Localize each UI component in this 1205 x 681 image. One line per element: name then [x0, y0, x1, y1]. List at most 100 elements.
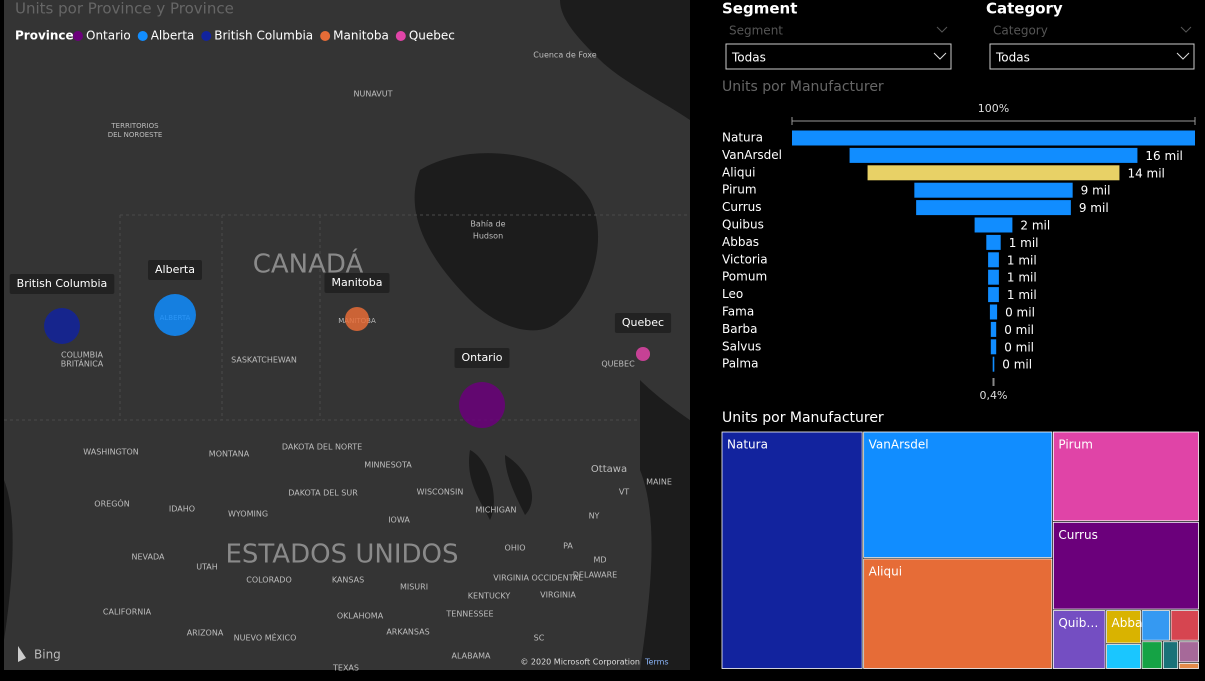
treemap-tile [1106, 610, 1141, 644]
tile-label: Aliqui [869, 564, 902, 578]
tooltip-box [9, 274, 115, 295]
map-label: Cuenca de Foxe [533, 51, 596, 60]
tile-label: VanArsdel [869, 438, 929, 452]
province-bubble [44, 308, 80, 344]
map-attribution: © 2020 Microsoft Corporation [520, 658, 640, 667]
map-label: NEVADA [132, 553, 165, 562]
map-label: MISURI [400, 583, 428, 592]
map-label: OHIO [505, 544, 526, 553]
category-label: Pirum [722, 183, 757, 197]
percent-label: 0,4% [980, 389, 1008, 402]
funnel-bar [989, 304, 998, 320]
category-label: Barba [722, 322, 758, 336]
map-label: ALABAMA [452, 652, 491, 661]
tooltip-box [614, 312, 672, 333]
category-label: Currus [722, 200, 762, 214]
map-label: IDAHO [169, 505, 195, 514]
category-label: Natura [722, 131, 763, 145]
value-label: 1 mil [1007, 271, 1037, 285]
funnel-bar [988, 287, 999, 303]
funnel-marker [992, 378, 995, 386]
map-label: NUNAVUT [354, 90, 393, 99]
map-label: DEL NOROESTE [108, 131, 163, 139]
slicer-value[interactable]: Todas [731, 51, 766, 65]
map-label: DAKOTA DEL SUR [288, 489, 358, 498]
map-water [4, 480, 13, 640]
map-label: Bahía de [470, 220, 505, 229]
treemap-tile [1052, 521, 1199, 610]
map-water [414, 153, 599, 331]
funnel-bar [792, 130, 1195, 146]
slicer-value[interactable]: Todas [995, 51, 1030, 65]
tile-label: Pirum [1058, 438, 1093, 452]
category-label: Pomum [722, 270, 767, 284]
map-label: VIRGINIA OCCIDENTAL [493, 574, 583, 583]
funnel-bar [990, 321, 997, 337]
treemap-tile [1052, 610, 1106, 669]
category-label: Aliqui [722, 165, 755, 179]
map-label: OKLAHOMA [337, 612, 384, 621]
legend-label: Quebec [409, 29, 455, 43]
value-label: 9 mil [1079, 201, 1109, 215]
category-label: Salvus [722, 339, 761, 353]
funnel-bar [916, 200, 1071, 216]
funnel-bar [849, 147, 1138, 163]
map-land [4, 0, 690, 670]
tile-label: Quib… [1058, 616, 1098, 630]
tile-label: Currus [1058, 528, 1098, 542]
map-label: DELAWARE [573, 571, 617, 580]
category-label: Leo [722, 287, 743, 301]
province-bubble [459, 382, 505, 428]
map-label: BRITÁNICA [61, 358, 104, 369]
province-label: Manitoba [331, 276, 382, 289]
value-label: 0 mil [1004, 323, 1034, 337]
value-label: 1 mil [1007, 253, 1037, 267]
map-title: Units por Province y Province [15, 0, 234, 18]
percent-label: 100% [978, 102, 1009, 115]
treemap-tile [1141, 641, 1163, 669]
funnel-bar [992, 356, 995, 372]
category-label: Quibus [722, 218, 764, 232]
legend-marker [73, 31, 83, 41]
value-label: 0 mil [1002, 358, 1032, 372]
map-label: WISCONSIN [417, 488, 464, 497]
value-label: 14 mil [1127, 166, 1164, 180]
chevron [936, 26, 948, 33]
treemap-tile [863, 431, 1053, 558]
dropdown[interactable] [989, 43, 1195, 70]
value-label: 16 mil [1145, 149, 1182, 163]
map-label: MAINE [646, 478, 672, 487]
map-label: KANSAS [332, 576, 364, 585]
legend-label: Ontario [86, 29, 131, 43]
map-label: VT [619, 488, 629, 497]
value-label: 2 mil [1020, 219, 1050, 233]
dropdown[interactable] [725, 43, 952, 70]
map-logo: Bing [34, 648, 61, 662]
map-terms[interactable]: Terms [644, 658, 669, 667]
map-label: DAKOTA DEL NORTE [282, 443, 362, 452]
funnel-bar [988, 269, 999, 285]
map-label: QUEBEC [601, 360, 635, 369]
treemap-tile [1162, 641, 1179, 669]
map-label: MINNESOTA [364, 461, 412, 470]
legend-marker [320, 31, 331, 41]
province-label: British Columbia [17, 277, 108, 290]
treemap-tile [1170, 610, 1199, 641]
legend-marker [201, 31, 212, 41]
map-label: NUEVO MÉXICO [234, 632, 297, 643]
legend-marker [137, 31, 148, 41]
funnel-bar [914, 182, 1073, 198]
map-label: WYOMING [228, 510, 268, 519]
province-bubble [635, 346, 651, 362]
slicer-title: Category [986, 0, 1063, 18]
treemap-tile [1106, 644, 1141, 669]
value-label: 0 mil [1005, 306, 1035, 320]
map-label: KENTUCKY [468, 592, 511, 601]
treemap-tile [1052, 431, 1199, 522]
treemap-tile [1178, 663, 1199, 669]
province-label: Ontario [462, 351, 503, 364]
tooltip-box [454, 348, 510, 369]
category-label: Palma [722, 357, 758, 371]
map-label: OREGÓN [94, 498, 129, 509]
